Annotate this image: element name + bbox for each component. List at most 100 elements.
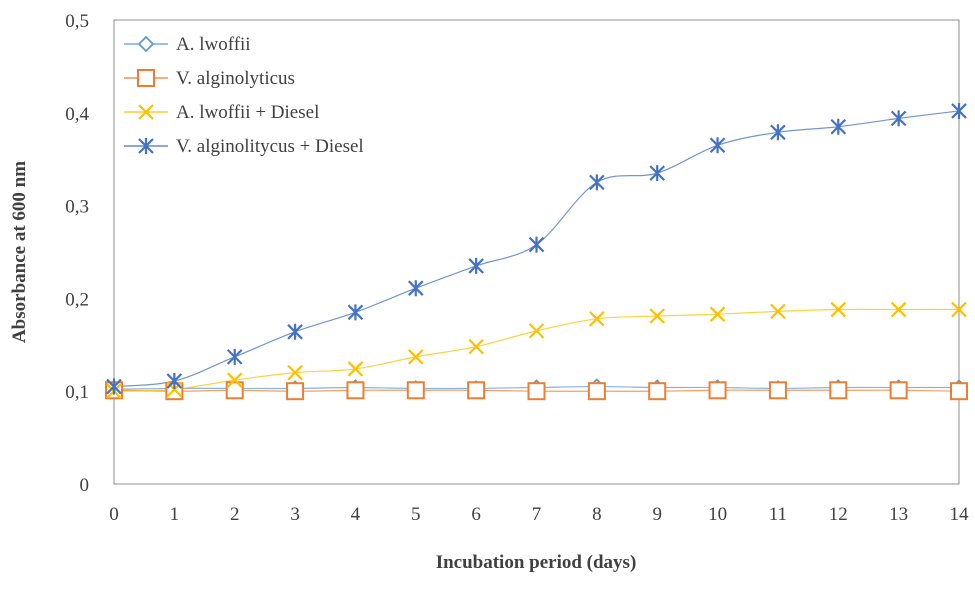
x-tick-label: 0 (109, 504, 119, 525)
y-axis-title: Absorbance at 600 nm (9, 161, 30, 343)
marker-shape (408, 280, 424, 297)
data-point (286, 382, 305, 401)
marker-shape (406, 381, 425, 400)
data-point (166, 372, 183, 389)
data-point (708, 381, 727, 400)
data-point (287, 323, 303, 340)
x-tick-label: 14 (950, 504, 970, 525)
data-point (709, 306, 726, 322)
legend-item: A. lwoffii + Diesel (124, 102, 319, 123)
marker-shape (226, 348, 243, 365)
data-point (406, 381, 425, 400)
y-tick-label: 0,4 (65, 104, 89, 125)
data-point (768, 381, 787, 400)
data-point (709, 137, 726, 154)
y-axis-ticks: 0 0,1 0,2 0,3 0,4 0,5 (65, 11, 89, 496)
x-tick-label: 5 (411, 504, 421, 525)
data-point (951, 102, 967, 119)
legend-marker (138, 138, 154, 154)
marker-shape (829, 381, 848, 400)
marker-shape (226, 372, 243, 388)
marker-shape (770, 303, 786, 320)
marker-shape (830, 301, 847, 318)
data-point (587, 382, 606, 401)
marker-shape (709, 137, 726, 154)
legend-label: A. lwoffii (176, 34, 251, 55)
y-tick-label: 0,2 (65, 289, 89, 310)
marker-shape (225, 381, 244, 400)
data-point (589, 311, 605, 327)
x-tick-label: 1 (170, 504, 180, 525)
data-point (468, 257, 484, 274)
data-point (225, 381, 244, 400)
data-point (951, 301, 967, 318)
x-tick-label: 9 (652, 504, 662, 525)
x-axis-ticks: 0 1 2 3 4 5 6 7 8 9 10 11 12 13 14 (109, 504, 969, 525)
marker-shape (589, 174, 605, 191)
data-point (528, 323, 545, 339)
data-point (347, 361, 364, 377)
data-point (346, 381, 365, 400)
marker-shape (830, 118, 847, 135)
legend-marker (137, 69, 155, 87)
marker-shape (950, 382, 968, 401)
data-point (830, 301, 847, 318)
x-tick-label: 13 (889, 504, 908, 525)
marker-shape (528, 236, 545, 253)
data-point (528, 236, 545, 253)
marker-shape (709, 306, 726, 322)
marker-shape (106, 378, 122, 395)
legend-label: A. lwoffii + Diesel (176, 102, 319, 123)
marker-shape (890, 110, 907, 127)
marker-shape (468, 257, 484, 274)
x-tick-label: 4 (351, 504, 361, 525)
marker-shape (589, 311, 605, 327)
x-axis-title: Incubation period (days) (436, 552, 637, 573)
data-point (287, 364, 303, 381)
marker-shape (527, 382, 546, 401)
y-tick-label: 0,3 (65, 197, 89, 218)
x-tick-label: 10 (708, 504, 727, 525)
marker-shape (287, 323, 303, 340)
marker-shape (528, 323, 545, 339)
data-point (830, 118, 847, 135)
marker-shape (166, 372, 183, 389)
y-tick-label: 0 (80, 475, 90, 496)
x-tick-label: 12 (829, 504, 848, 525)
marker-shape (138, 138, 154, 154)
legend-label: V. alginolyticus (176, 68, 295, 89)
marker-shape (347, 361, 364, 377)
x-tick-label: 11 (769, 504, 787, 525)
series-markers (105, 102, 968, 401)
marker-shape (468, 338, 484, 355)
marker-shape (648, 382, 667, 401)
marker-shape (768, 381, 787, 400)
marker-shape (408, 349, 424, 365)
legend-item: V. alginolyticus (124, 68, 295, 89)
legend: A. lwoffii V. alginolyticus A. lwoffii + D… (124, 34, 364, 157)
data-point (770, 124, 786, 141)
marker-shape (649, 165, 665, 182)
legend-marker (138, 104, 154, 120)
marker-shape (137, 35, 155, 53)
marker-shape (890, 301, 907, 318)
data-point (226, 372, 243, 388)
y-tick-label: 0,1 (65, 382, 89, 403)
marker-shape (287, 364, 303, 381)
legend-label: V. alginolitycus + Diesel (176, 136, 364, 157)
data-point (890, 301, 907, 318)
marker-shape (286, 382, 305, 401)
marker-shape (138, 104, 154, 120)
y-tick-label: 0,5 (65, 11, 89, 32)
legend-item: V. alginolitycus + Diesel (124, 136, 364, 157)
data-point (649, 308, 665, 324)
data-point (648, 382, 667, 401)
data-point (950, 382, 968, 401)
marker-shape (770, 124, 786, 141)
marker-shape (951, 102, 967, 119)
marker-shape (889, 381, 908, 400)
marker-shape (951, 301, 967, 318)
data-point (408, 280, 424, 297)
data-point (226, 348, 243, 365)
